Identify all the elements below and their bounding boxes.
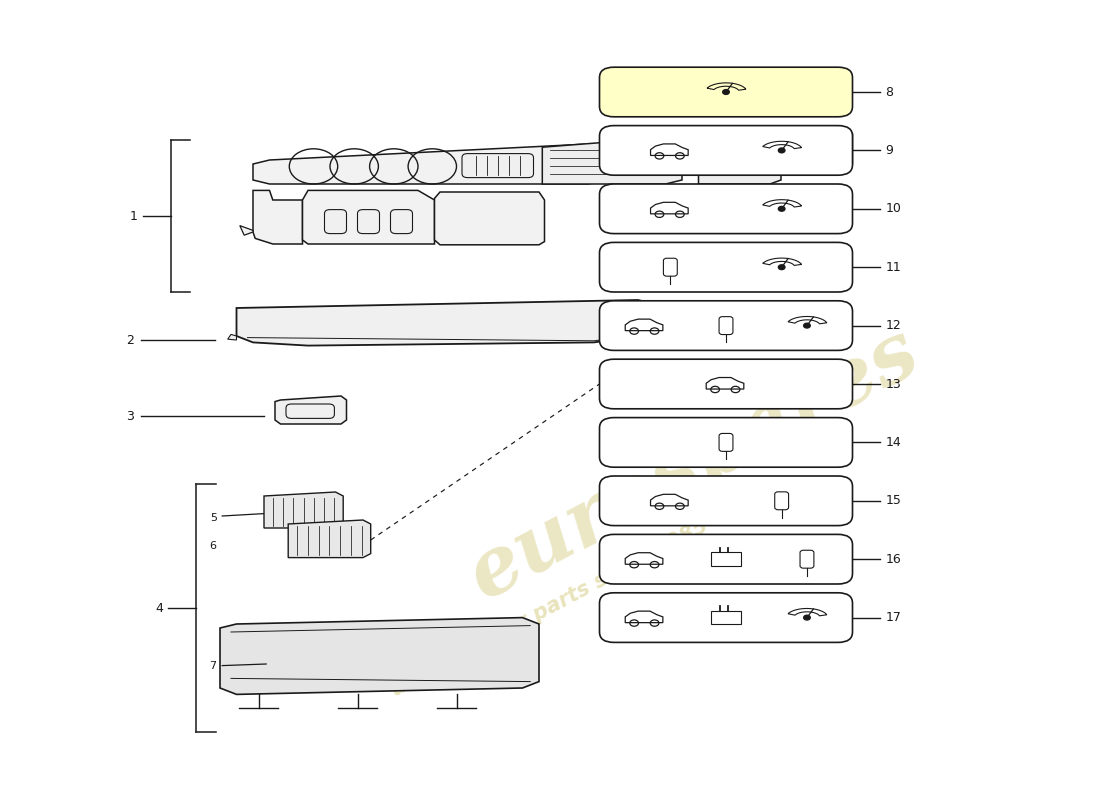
Text: 15: 15 xyxy=(886,494,901,507)
Text: 17: 17 xyxy=(886,611,901,624)
Polygon shape xyxy=(275,396,346,424)
Circle shape xyxy=(779,265,785,270)
Polygon shape xyxy=(220,618,539,694)
Polygon shape xyxy=(302,190,434,244)
Circle shape xyxy=(779,206,785,211)
Circle shape xyxy=(804,615,811,620)
Text: 11: 11 xyxy=(886,261,901,274)
Polygon shape xyxy=(236,300,671,346)
Polygon shape xyxy=(434,192,544,245)
Text: 7: 7 xyxy=(210,662,217,671)
FancyBboxPatch shape xyxy=(600,476,852,526)
Polygon shape xyxy=(253,144,605,184)
Text: 14: 14 xyxy=(886,436,901,449)
Text: 8: 8 xyxy=(886,86,893,98)
FancyBboxPatch shape xyxy=(600,67,852,117)
Circle shape xyxy=(804,323,811,328)
Text: 12: 12 xyxy=(886,319,901,332)
FancyBboxPatch shape xyxy=(358,210,379,234)
FancyBboxPatch shape xyxy=(663,258,678,276)
Circle shape xyxy=(779,148,785,153)
Circle shape xyxy=(723,90,729,94)
Bar xyxy=(711,553,741,566)
FancyBboxPatch shape xyxy=(390,210,412,234)
FancyBboxPatch shape xyxy=(600,242,852,292)
FancyBboxPatch shape xyxy=(774,492,789,510)
Text: 9: 9 xyxy=(886,144,893,157)
FancyBboxPatch shape xyxy=(600,359,852,409)
Polygon shape xyxy=(798,128,852,168)
Text: 16: 16 xyxy=(886,553,901,566)
Text: 3: 3 xyxy=(126,410,134,422)
FancyBboxPatch shape xyxy=(600,126,852,175)
Polygon shape xyxy=(253,190,302,244)
FancyBboxPatch shape xyxy=(324,210,346,234)
FancyBboxPatch shape xyxy=(800,550,814,568)
FancyBboxPatch shape xyxy=(600,593,852,642)
Bar xyxy=(711,611,741,624)
Polygon shape xyxy=(264,492,343,528)
FancyBboxPatch shape xyxy=(600,301,852,350)
FancyBboxPatch shape xyxy=(286,404,334,418)
Polygon shape xyxy=(228,334,236,340)
FancyBboxPatch shape xyxy=(600,418,852,467)
FancyBboxPatch shape xyxy=(600,534,852,584)
Text: a passion for parts since 1985: a passion for parts since 1985 xyxy=(388,516,712,700)
Polygon shape xyxy=(288,520,371,558)
Text: 2: 2 xyxy=(126,334,134,346)
Text: eurospares: eurospares xyxy=(454,313,932,615)
Text: 1: 1 xyxy=(130,210,138,222)
FancyBboxPatch shape xyxy=(719,317,733,334)
Polygon shape xyxy=(542,138,682,184)
Polygon shape xyxy=(698,136,781,184)
FancyBboxPatch shape xyxy=(719,434,733,451)
FancyBboxPatch shape xyxy=(600,184,852,234)
Text: 6: 6 xyxy=(210,541,217,550)
Polygon shape xyxy=(240,226,253,235)
Text: 10: 10 xyxy=(886,202,901,215)
Text: 5: 5 xyxy=(210,513,217,522)
Text: 4: 4 xyxy=(155,602,163,614)
Text: 13: 13 xyxy=(886,378,901,390)
FancyBboxPatch shape xyxy=(462,154,534,178)
